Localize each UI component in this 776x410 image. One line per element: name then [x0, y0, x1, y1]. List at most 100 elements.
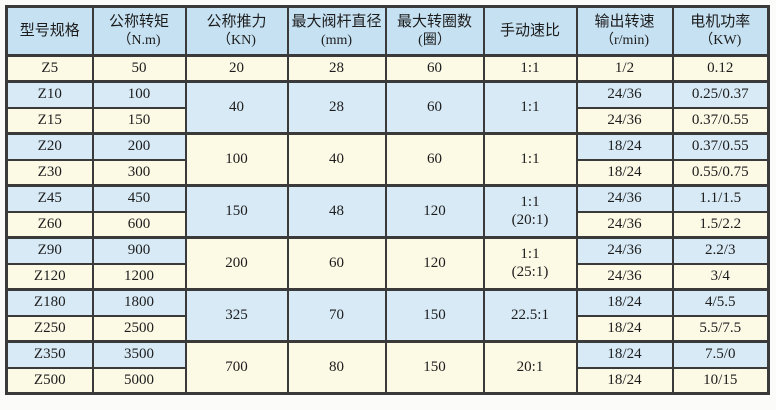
table-row: Z30 300 18/24 0.55/0.75 — [5, 158, 770, 187]
table-cell: 300 — [91, 158, 187, 187]
table-cell: 3/4 — [671, 262, 770, 291]
column-header: 型号规格 — [5, 5, 94, 57]
table-body: Z5 50 20 28 60 1:1 1/2 0.12 Z10 100 40 28 60 1:1 24/36… — [5, 54, 770, 395]
column-header-label: 手动速比 — [499, 22, 560, 39]
column-header-label: 公称转矩 — [108, 13, 169, 30]
column-header: 电机功率 （KW) — [671, 5, 770, 57]
table-cell: 150 — [384, 288, 485, 343]
column-header-label: 最大阀杆直径 — [291, 13, 382, 30]
table-cell: 24/36 — [575, 184, 674, 213]
table-cell: 100 — [91, 80, 187, 109]
table-cell: Z180 — [5, 288, 94, 317]
table-row: Z120 1200 24/36 3/4 — [5, 262, 770, 291]
table-cell: 70 — [286, 288, 387, 343]
table-cell: 48 — [286, 184, 387, 239]
column-header-label: 电机功率 — [690, 13, 751, 30]
table-cell: 120 — [384, 236, 485, 291]
table-cell: Z500 — [5, 366, 94, 395]
table-cell: 40 — [184, 80, 289, 135]
column-header-unit: （N.m) — [117, 32, 161, 48]
table-cell: 2.2/3 — [671, 236, 770, 265]
column-header: 最大阀杆直径 (mm) — [286, 5, 387, 57]
table-cell: 3500 — [91, 340, 187, 369]
table-cell: 5000 — [91, 366, 187, 395]
table-cell: 1200 — [91, 262, 187, 291]
table-cell: 325 — [184, 288, 289, 343]
column-header: 手动速比 — [482, 5, 578, 57]
column-header-unit: (圈） — [418, 32, 451, 48]
table-cell: 1:1 — [482, 80, 578, 135]
column-header: 输出转速 （r/min) — [575, 5, 674, 57]
column-header-label: 型号规格 — [19, 22, 80, 39]
table-head: 型号规格 公称转矩 （N.m) 公称推力 （KN) 最大阀杆直径 (mm) 最大转圈数 (圈） 手… — [5, 5, 770, 57]
table-cell: 200 — [91, 132, 187, 161]
table-cell: 1.5/2.2 — [671, 210, 770, 239]
table-cell: 1800 — [91, 288, 187, 317]
table-row: Z10 100 40 28 60 1:1 24/36 0.25/0.37 — [5, 80, 770, 135]
table-cell: 24/36 — [575, 80, 674, 109]
table-cell: 18/24 — [575, 158, 674, 187]
table-cell: 1.1/1.5 — [671, 184, 770, 213]
table-cell: 1:1 — [482, 132, 578, 187]
column-header-label: 输出转速 — [594, 13, 655, 30]
table-cell: 40 — [286, 132, 387, 187]
column-header: 公称推力 （KN) — [184, 5, 289, 57]
header-row: 型号规格 公称转矩 （N.m) 公称推力 （KN) 最大阀杆直径 (mm) 最大转圈数 (圈） 手… — [5, 5, 770, 57]
table-cell: Z5 — [5, 54, 94, 83]
table-cell: 0.55/0.75 — [671, 158, 770, 187]
table-cell: 150 — [184, 184, 289, 239]
table-cell: 60 — [384, 80, 485, 135]
table-cell: 60 — [384, 132, 485, 187]
table-cell: Z120 — [5, 262, 94, 291]
table-cell: 18/24 — [575, 288, 674, 317]
table-row: Z350 3500 700 80 150 20:1 18/24 7.5/0 — [5, 340, 770, 395]
table-cell: 1:1 (25:1) — [482, 236, 578, 291]
table-cell: 80 — [286, 340, 387, 395]
table-cell: 600 — [91, 210, 187, 239]
table-row: Z60 600 24/36 1.5/2.2 — [5, 210, 770, 239]
table-cell: 18/24 — [575, 132, 674, 161]
table-cell: 20 — [184, 54, 289, 83]
column-header-unit: （r/min) — [600, 32, 649, 48]
table-row: Z90 900 200 60 120 1:1 (25:1) 24/36 2.2/3 — [5, 236, 770, 291]
table-row: Z250 2500 18/24 5.5/7.5 — [5, 314, 770, 343]
table-cell: 7.5/0 — [671, 340, 770, 369]
table-cell: 18/24 — [575, 340, 674, 369]
table-cell: 0.37/0.55 — [671, 132, 770, 161]
table-cell: 24/36 — [575, 106, 674, 135]
table-cell: 20:1 — [482, 340, 578, 395]
table-cell: 22.5:1 — [482, 288, 578, 343]
table-cell: 24/36 — [575, 236, 674, 265]
table-cell: 5.5/7.5 — [671, 314, 770, 343]
table-cell: 60 — [384, 54, 485, 83]
table-cell: Z90 — [5, 236, 94, 265]
table-row: Z45 450 150 48 120 1:1 (20:1) 24/36 1.1/1.5 — [5, 184, 770, 239]
table-cell: 100 — [184, 132, 289, 187]
table-cell: 4/5.5 — [671, 288, 770, 317]
table-cell: 0.37/0.55 — [671, 106, 770, 135]
table-cell: Z20 — [5, 132, 94, 161]
column-header-unit: （KN) — [217, 32, 256, 48]
table-cell: Z30 — [5, 158, 94, 187]
column-header: 公称转矩 （N.m) — [91, 5, 187, 57]
table-row: Z15 150 24/36 0.37/0.55 — [5, 106, 770, 135]
table-cell: Z45 — [5, 184, 94, 213]
table-cell: 2500 — [91, 314, 187, 343]
table-row: Z500 5000 18/24 10/15 — [5, 366, 770, 395]
column-header-unit: (mm) — [320, 32, 353, 48]
column-header: 最大转圈数 (圈） — [384, 5, 485, 57]
table-cell: 1:1 — [482, 54, 578, 83]
table-cell: 50 — [91, 54, 187, 83]
table-row: Z20 200 100 40 60 1:1 18/24 0.37/0.55 — [5, 132, 770, 187]
table-cell: 24/36 — [575, 210, 674, 239]
table-cell: 18/24 — [575, 314, 674, 343]
table-cell: Z250 — [5, 314, 94, 343]
table-cell: 24/36 — [575, 262, 674, 291]
table-cell: Z15 — [5, 106, 94, 135]
table-cell: Z60 — [5, 210, 94, 239]
table-row: Z5 50 20 28 60 1:1 1/2 0.12 — [5, 54, 770, 83]
table-cell: 120 — [384, 184, 485, 239]
table-row: Z180 1800 325 70 150 22.5:1 18/24 4/5.5 — [5, 288, 770, 343]
table-cell: 60 — [286, 236, 387, 291]
